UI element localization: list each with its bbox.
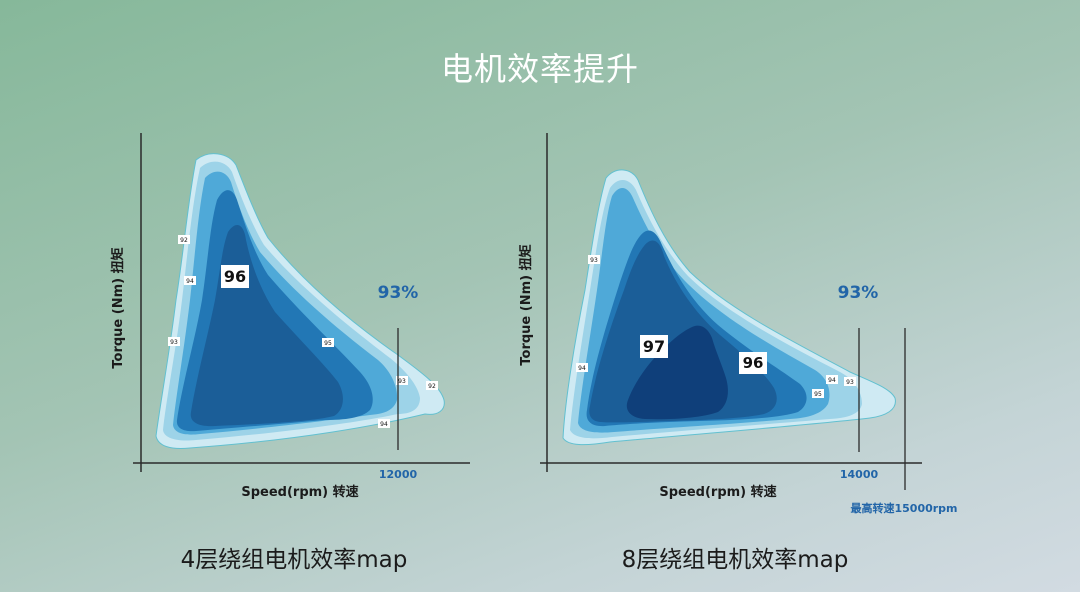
svg-text:95: 95 [324,340,332,347]
svg-text:93: 93 [846,379,854,386]
svg-text:94: 94 [380,421,388,428]
contour-labels-left: 92 94 93 95 93 92 94 [168,235,438,428]
caption-left: 4层绕组电机效率map [180,547,408,573]
summary-label: 93% [838,283,879,303]
svg-text:94: 94 [186,278,194,285]
chart-right: 97 96 93 94 94 93 95 14000 最高转速15000rpm … [518,133,958,515]
x-axis-label: Speed(rpm) 转速 [241,484,358,500]
contour-labels-right: 93 94 94 93 95 [576,255,856,398]
summary-label: 93% [378,283,419,303]
svg-text:93: 93 [590,257,598,264]
svg-text:95: 95 [814,391,822,398]
peak-label-right: 97 [640,335,668,358]
svg-text:96: 96 [743,354,764,372]
contour-band-4 [589,240,777,423]
y-axis-label: Torque (Nm) 扭矩 [110,247,126,368]
svg-text:97: 97 [643,337,665,356]
svg-text:92: 92 [180,237,188,244]
secondary-label-right: 96 [739,352,767,374]
contour-band-core [626,325,728,420]
y-axis-label: Torque (Nm) 扭矩 [518,244,534,365]
svg-text:93: 93 [170,339,178,346]
max-speed-note: 最高转速15000rpm [850,501,957,515]
page-title: 电机效率提升 [440,50,639,88]
svg-text:94: 94 [828,377,836,384]
chart-left: 96 92 94 93 95 93 92 94 12000 93% Speed(… [110,133,470,500]
x-axis-label: Speed(rpm) 转速 [659,484,776,500]
speed-marker-label: 14000 [840,468,879,481]
svg-text:92: 92 [428,383,436,390]
svg-text:96: 96 [224,267,246,286]
svg-text:93: 93 [398,378,406,385]
speed-marker-label: 12000 [379,468,418,481]
svg-text:94: 94 [578,365,586,372]
caption-right: 8层绕组电机效率map [621,547,849,573]
peak-label-left: 96 [221,265,249,288]
